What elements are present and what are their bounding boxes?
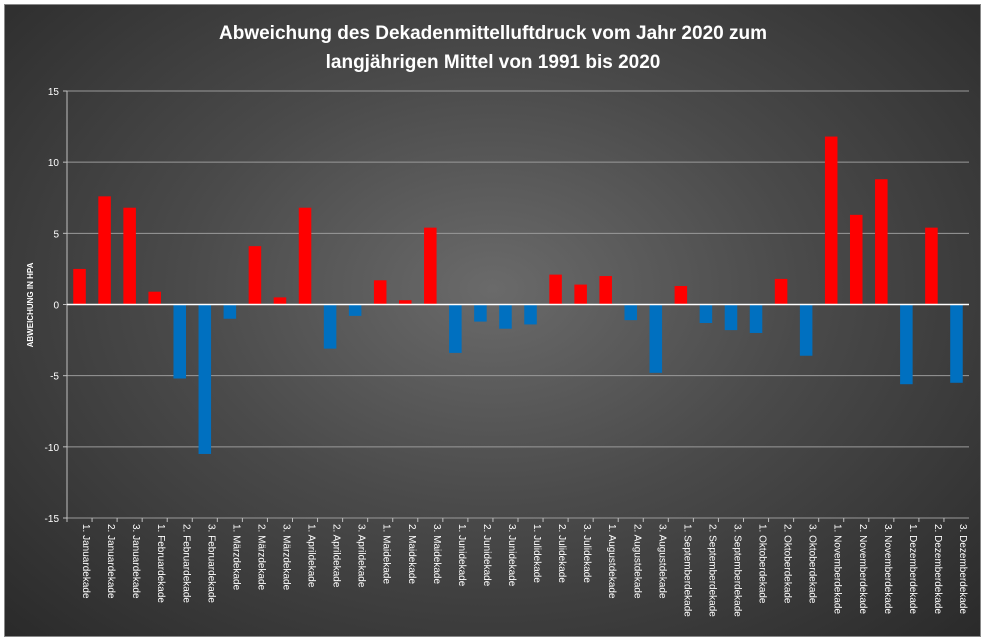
x-tick-label: 1. Februardekade [155,524,166,603]
x-tick-label: 3. Aprildekade [356,524,367,588]
bar [724,304,738,331]
x-tick-label: 1. Novemberdekade [832,524,843,614]
x-tick-label: 2. Junidekade [481,524,492,587]
x-tick-label: 2. Aprildekade [331,524,342,588]
x-tick-label: 3. Dezemberdekade [957,524,968,614]
x-tick-label: 1. Januardekade [80,524,91,599]
x-tick-label: 2. Augustdekade [631,524,642,599]
x-tick-label: 3. Maidekade [431,524,442,584]
x-tick-label: 1. Septemberdekade [681,524,692,617]
chart-svg: Abweichung des Dekadenmittelluftdruck vo… [26,23,969,617]
bar [849,214,863,305]
x-tick-label: 1. Aprildekade [306,524,317,588]
x-tick-label: 2. Dezemberdekade [932,524,943,614]
x-tick-label: 3. Septemberdekade [731,524,742,617]
x-tick-label: 1. Maidekade [381,524,392,584]
bar [298,207,312,305]
bar [248,246,262,305]
y-tick-label: 15 [48,87,60,98]
bar [198,304,212,454]
y-tick-label: 0 [53,301,59,312]
bar [273,297,287,305]
bar [524,304,537,325]
bar [624,304,638,321]
x-tick-label: 2. Februardekade [180,524,191,603]
bar [173,304,187,379]
bar [774,278,788,305]
bar [499,304,512,329]
bar [824,136,838,305]
x-tick-label: 3. Märzdekade [280,524,291,591]
bar [98,196,111,305]
x-tick-label: 1. Märzdekade [230,524,241,591]
x-tick-label: 2. Oktoberdekade [782,524,793,604]
bar [699,304,713,324]
bar [900,304,913,385]
bar [449,304,462,353]
bar [474,304,487,322]
x-tick-label: 2. Julidekade [556,524,567,583]
bar [950,304,963,383]
x-tick-label: 3. Julidekade [581,524,592,583]
bar [73,268,86,305]
x-tick-label: 3. Oktoberdekade [807,524,818,604]
x-tick-label: 2. Septemberdekade [706,524,717,617]
y-axis-ticks: 15 10 5 0 -5 -10 -15 [45,87,67,525]
x-tick-label: 2. Maidekade [406,524,417,584]
bar [749,304,763,333]
x-tick-label: 1. Augustdekade [606,524,617,599]
x-tick-label: 2. Märzdekade [255,524,266,591]
x-tick-label: 3. Februardekade [205,524,216,603]
bar [925,227,938,305]
y-tick-label: -10 [45,443,60,454]
chart-title-line-2: langjährigen Mittel von 1991 bis 2020 [326,52,661,73]
x-tick-label: 3. Junidekade [506,524,517,587]
x-tick-label: 1. Dezemberdekade [907,524,918,614]
y-tick-label: -15 [45,514,60,525]
x-tick-label: 3. Augustdekade [656,524,667,599]
chart-title-line-1: Abweichung des Dekadenmittelluftdruck vo… [219,23,767,44]
x-tick-label: 1. Junidekade [456,524,467,587]
x-tick-label: 3. Novemberdekade [882,524,893,614]
y-tick-label: 5 [53,229,59,240]
bar [323,304,337,349]
y-tick-label: -5 [50,372,59,383]
bar [398,300,412,305]
bar [373,280,387,305]
x-axis-ticks: 1. Januardekade 2. Januardekade 3. Januard… [66,518,968,617]
x-tick-label: 2. Januardekade [105,524,116,599]
x-tick-label: 1. Oktoberdekade [757,524,768,604]
bar [875,179,888,305]
bars [73,136,963,454]
chart-area: Abweichung des Dekadenmittelluftdruck vo… [4,4,981,637]
bar [674,285,688,305]
x-tick-label: 2. Novemberdekade [857,524,868,614]
x-tick-label: 1. Julidekade [531,524,542,583]
y-tick-label: 10 [48,158,60,169]
bar [599,276,612,305]
bar [348,304,362,316]
bar [424,227,437,305]
bar [799,304,813,356]
bar [123,207,136,305]
bar [223,304,237,319]
bar [649,304,663,373]
bar [549,274,562,305]
bar [148,291,161,305]
y-axis-label: ABWEICHUNG IN HPA [26,262,35,347]
bar [574,284,587,305]
x-tick-label: 3. Januardekade [130,524,141,599]
